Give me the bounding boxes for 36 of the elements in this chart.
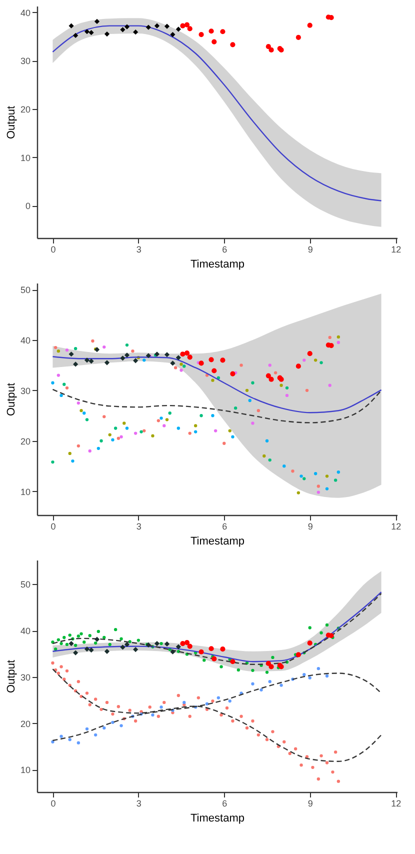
y-axis-title: Output <box>5 382 18 416</box>
x-tick-label: 3 <box>136 522 142 532</box>
x-tick-label: 3 <box>136 244 142 254</box>
x-axis-title: Timestamp <box>190 536 244 548</box>
y-tick-label: 10 <box>20 765 30 776</box>
y-tick-label: 40 <box>20 626 30 636</box>
x-tick-label: 12 <box>391 798 402 808</box>
x-tick-label: 6 <box>222 244 228 254</box>
x-tick-label: 0 <box>50 522 56 532</box>
x-tick-label: 6 <box>222 798 228 808</box>
x-tick-label: 3 <box>136 798 142 808</box>
y-tick-label: 10 <box>20 152 30 163</box>
x-tick-label: 12 <box>391 522 402 532</box>
y-axis-title: Output <box>5 660 18 694</box>
x-tick-label: 6 <box>222 522 228 532</box>
y-tick-label: 50 <box>20 580 30 590</box>
x-tick-label: 9 <box>308 244 313 254</box>
y-tick-label: 30 <box>20 56 30 66</box>
y-tick-label: 50 <box>20 285 30 296</box>
x-tick-label: 12 <box>391 244 402 254</box>
y-tick-label: 20 <box>20 436 30 446</box>
y-tick-label: 0 <box>25 201 30 212</box>
x-axis-title: Timestamp <box>190 812 244 824</box>
y-tick-label: 10 <box>20 486 30 497</box>
y-tick-label: 40 <box>20 335 30 346</box>
y-tick-label: 20 <box>20 718 30 729</box>
y-tick-label: 40 <box>20 8 30 18</box>
y-tick-label: 30 <box>20 386 30 396</box>
y-axis-title: Output <box>5 106 18 140</box>
x-axis-title: Timestamp <box>190 258 244 270</box>
x-tick-label: 0 <box>50 798 56 808</box>
y-tick-label: 30 <box>20 672 30 682</box>
x-tick-label: 9 <box>308 522 313 532</box>
x-tick-label: 9 <box>308 798 313 808</box>
y-tick-label: 20 <box>20 104 30 114</box>
x-tick-label: 0 <box>50 244 56 254</box>
